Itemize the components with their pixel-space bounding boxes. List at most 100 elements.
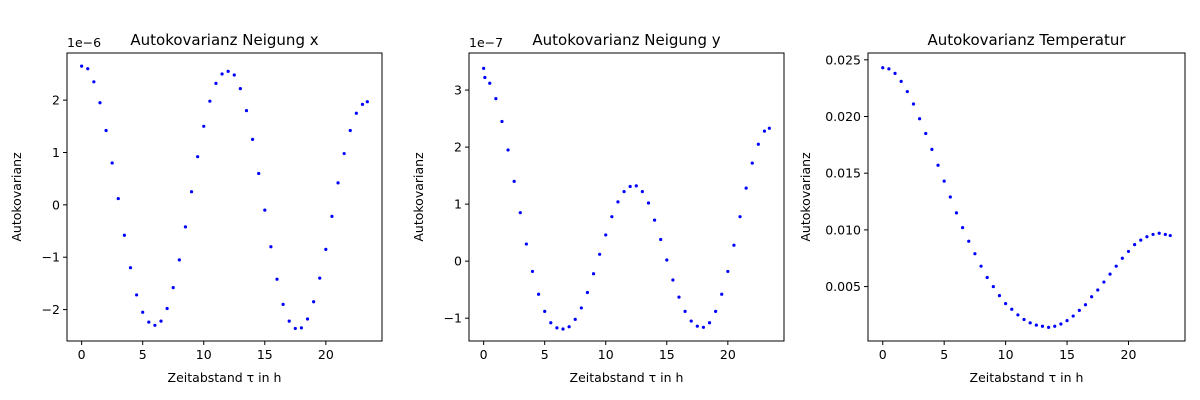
data-point: [208, 99, 212, 103]
data-point: [1034, 323, 1038, 327]
data-point: [305, 317, 310, 321]
data-point: [1065, 318, 1069, 323]
y-tick-label: 1: [52, 145, 60, 160]
x-tick-label: 20: [318, 347, 334, 362]
plot-frame: [66, 52, 383, 342]
x-tick-label: 10: [598, 347, 614, 362]
data-point: [500, 119, 504, 124]
data-point: [591, 272, 596, 276]
x-tick-label: 0: [78, 347, 86, 362]
data-point: [665, 258, 669, 262]
data-point: [1077, 308, 1081, 312]
data-point: [336, 181, 340, 185]
data-point: [165, 306, 169, 311]
data-point: [750, 161, 754, 165]
y-tick-label: 0.020: [825, 109, 861, 124]
data-point: [287, 319, 291, 323]
data-point: [220, 72, 224, 76]
data-series: [482, 66, 771, 331]
data-point: [1120, 256, 1124, 260]
x-tick-label: 10: [998, 347, 1014, 362]
data-point: [1108, 272, 1112, 276]
data-point: [948, 195, 952, 199]
data-point: [92, 80, 96, 84]
chart-title: Autokovarianz Temperatur: [927, 31, 1126, 49]
data-point: [269, 245, 273, 249]
data-point: [585, 290, 590, 295]
data-point: [652, 218, 657, 222]
data-point: [250, 137, 255, 141]
data-point: [1151, 232, 1155, 237]
y-tick-label: 0: [52, 197, 60, 212]
chart-panel-3: Autokovarianz Temperatur 0 5 10 15 20 0.005 0.0…: [798, 31, 1186, 385]
y-tick-label: −1: [444, 311, 462, 326]
data-point: [104, 128, 108, 133]
data-point: [354, 111, 358, 115]
y-tick-label: 2: [454, 140, 462, 155]
data-point: [189, 190, 194, 194]
data-point: [257, 171, 261, 176]
data-point: [134, 293, 139, 297]
data-point: [961, 226, 965, 230]
data-point: [1114, 264, 1118, 268]
x-tick-label: 5: [139, 347, 147, 362]
data-point: [238, 87, 242, 91]
x-tick-label: 5: [940, 347, 948, 362]
y-axis-label: Autokovarianz: [9, 152, 24, 242]
data-point: [348, 128, 352, 133]
data-point: [147, 320, 151, 324]
x-tick-label: 5: [541, 347, 549, 362]
x-tick-label: 0: [879, 347, 887, 362]
data-point: [524, 242, 528, 246]
chart-panel-2: Autokovarianz Neigung y 1e−7 0 5 10 15 20 −1 0 1 2…: [411, 31, 785, 385]
data-point: [543, 309, 547, 313]
data-point: [930, 147, 934, 151]
data-point: [1126, 249, 1131, 254]
y-axis-label: Autokovarianz: [411, 152, 426, 242]
y-tick-label: −2: [42, 302, 60, 317]
data-point: [1004, 301, 1008, 306]
data-point: [318, 276, 322, 280]
data-point: [899, 79, 903, 83]
plot-frame: [867, 52, 1186, 342]
x-tick-label: 10: [196, 347, 212, 362]
data-point: [1028, 321, 1032, 325]
data-point: [579, 306, 583, 310]
data-point: [128, 266, 133, 270]
data-point: [1139, 238, 1143, 242]
data-point: [86, 67, 90, 71]
x-tick-label: 15: [659, 347, 675, 362]
data-point: [98, 101, 102, 105]
data-point: [80, 64, 84, 68]
data-point: [967, 239, 971, 243]
data-point: [732, 243, 736, 247]
data-point: [488, 81, 492, 85]
data-point: [893, 71, 897, 76]
x-axis-label: Zeitabstand τ in h: [970, 370, 1084, 385]
y-tick-label: 0: [454, 254, 462, 269]
chart-panel-1: Autokovarianz Neigung x 1e−6 0 5 10 15 20 −2 −1 0…: [9, 31, 383, 385]
data-point: [183, 225, 188, 229]
x-tick-label: 20: [720, 347, 736, 362]
data-point: [881, 66, 885, 70]
data-point: [756, 142, 760, 146]
data-point: [275, 277, 279, 281]
data-point: [689, 319, 693, 323]
data-point: [536, 292, 541, 296]
data-point: [683, 309, 687, 313]
data-point: [726, 269, 730, 274]
data-point: [177, 258, 181, 262]
data-point: [110, 161, 114, 165]
chart-title: Autokovarianz Neigung x: [130, 31, 318, 49]
data-point: [214, 81, 218, 85]
data-point: [482, 66, 486, 70]
data-series: [881, 66, 1172, 329]
plot-frame: [468, 52, 785, 342]
axis-offset-label: 1e−7: [469, 35, 503, 50]
data-point: [973, 252, 977, 256]
data-point: [312, 300, 316, 304]
data-point: [1071, 314, 1075, 318]
data-point: [1163, 232, 1167, 237]
data-point: [677, 295, 681, 299]
